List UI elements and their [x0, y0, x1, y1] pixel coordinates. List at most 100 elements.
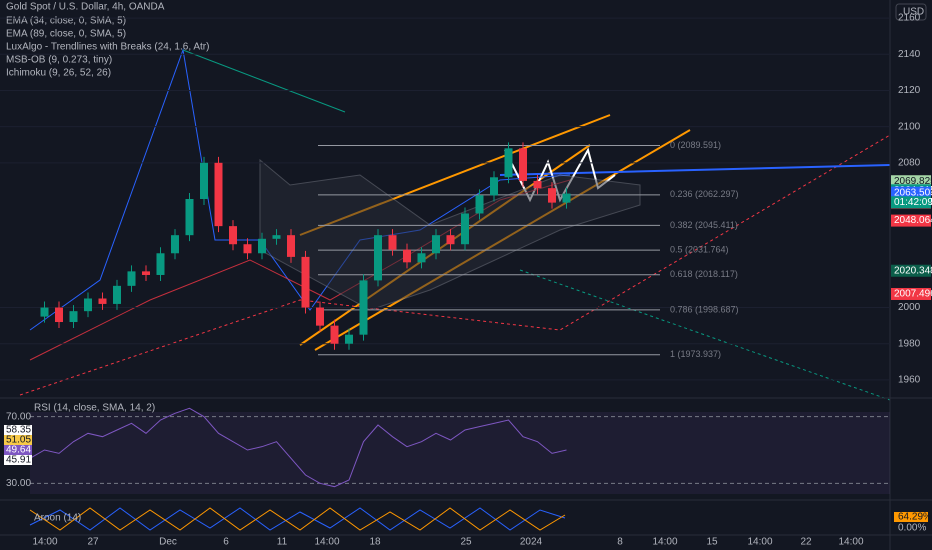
candle: [446, 235, 455, 245]
price-tick-label: 1980: [898, 338, 921, 349]
price-badge: [891, 214, 931, 227]
candle: [388, 235, 397, 250]
price-tick-label: 2160: [898, 13, 921, 24]
time-label: 25: [460, 537, 472, 548]
candle: [403, 249, 411, 263]
time-label: 14:00: [747, 537, 772, 548]
candle: [171, 235, 179, 254]
candle: [374, 235, 382, 281]
candle: [185, 199, 194, 236]
fib-label: 0.382 (2045.411): [670, 220, 738, 230]
candle: [461, 213, 469, 245]
candle: [301, 256, 310, 308]
rsi-line: [29, 407, 567, 488]
candle: [98, 298, 107, 304]
rsi-title: RSI (14, close, SMA, 14, 2): [34, 403, 155, 414]
candle: [84, 298, 92, 312]
fib-label: 0.236 (2062.297): [670, 189, 739, 199]
fib-label: 1 (1973.937): [670, 349, 721, 359]
candle: [548, 188, 556, 203]
price-tick-label: 2080: [898, 157, 921, 168]
price-badge: [891, 287, 931, 300]
candle: [69, 311, 78, 323]
candle: [200, 162, 208, 199]
candle: [490, 177, 498, 196]
symbol-title: Gold Spot / U.S. Dollar, 4h, OANDA: [6, 2, 165, 13]
rsi-badge: [4, 425, 32, 435]
time-label: 14:00: [314, 537, 339, 548]
price-badge: [891, 175, 931, 188]
candle: [562, 193, 571, 203]
time-label: 14:00: [32, 537, 57, 548]
price-badge-label: 2020.348: [894, 265, 932, 276]
aroon-title: Aroon (14): [34, 513, 81, 524]
rsi-badge: [4, 455, 32, 465]
time-label: 15: [706, 537, 718, 548]
price-tick-label: 2000: [898, 302, 921, 313]
rsi-badge-label: 58.35: [6, 425, 31, 436]
candle: [533, 180, 542, 189]
candle: [359, 280, 368, 335]
candle: [432, 235, 440, 254]
time-label: 14:00: [838, 537, 863, 548]
candle: [229, 226, 237, 245]
indicator-legend: LuxAlgo - Trendlines with Breaks (24, 1.…: [6, 42, 209, 53]
candle: [55, 307, 63, 323]
price-badge-label: 2007.496: [894, 289, 932, 300]
price-tick-label: 2120: [898, 85, 921, 96]
price-tick-label: 2100: [898, 121, 921, 132]
candle: [142, 271, 150, 275]
candle: [113, 285, 121, 304]
fib-label: 0 (2089.591): [670, 140, 721, 150]
price-badge-label: 2063.503: [894, 187, 932, 198]
candle: [519, 148, 527, 181]
aroon-badge-label: 0.00%: [898, 523, 926, 534]
price-badge: [891, 186, 931, 199]
candle: [475, 195, 484, 214]
rsi-tick-label: 30.00: [6, 478, 31, 489]
candle: [40, 307, 49, 317]
time-label: 27: [87, 537, 99, 548]
time-label: 11: [277, 537, 288, 548]
candle: [330, 325, 339, 344]
countdown: 01:42:09: [894, 197, 932, 208]
time-label: 14:00: [652, 537, 677, 548]
rsi-badge: [4, 435, 32, 445]
time-label: 2024: [520, 537, 543, 548]
indicator-legend: EMA (89, close, 0, SMA, 5): [6, 29, 126, 40]
rsi-tick-label: 70.00: [6, 411, 31, 422]
rsi-badge-label: 49.64: [6, 445, 31, 456]
price-tick-label: 2140: [898, 49, 921, 60]
rsi-badge: [4, 445, 32, 455]
rsi-badge-label: 51.05: [6, 435, 31, 446]
candle: [156, 253, 165, 275]
candle: [214, 162, 223, 227]
time-label: Dec: [159, 537, 177, 548]
indicator-legend: MSB-OB (9, 0.273, tiny): [6, 55, 112, 66]
fib-label: 0.786 (1998.687): [670, 304, 739, 314]
currency-button[interactable]: USD: [903, 7, 924, 18]
aroon-badge-label: 64.29%: [898, 512, 932, 523]
candle: [258, 238, 266, 254]
price-tick-label: 1960: [898, 375, 921, 386]
time-label: 22: [800, 537, 812, 548]
candle: [243, 244, 252, 254]
indicator-legend: Ichimoku (9, 26, 52, 26): [6, 68, 111, 79]
candle: [504, 148, 513, 178]
time-label: 18: [369, 537, 381, 548]
aroon-badge: [894, 512, 928, 522]
rsi-badge-label: 45.91: [6, 455, 31, 466]
price-badge: [891, 264, 931, 277]
price-badge-label: 2069.825: [894, 176, 932, 187]
candle: [417, 253, 426, 263]
fib-label: 0.5 (2031.764): [670, 244, 729, 254]
candle: [272, 235, 281, 239]
candle: [287, 235, 295, 257]
time-label: 6: [223, 537, 229, 548]
candle: [345, 334, 353, 344]
countdown-badge: [891, 196, 931, 209]
indicator-legend: EMA (34, close, 0, SMA, 5): [6, 16, 126, 27]
candle: [127, 271, 136, 286]
time-label: 8: [617, 537, 623, 548]
